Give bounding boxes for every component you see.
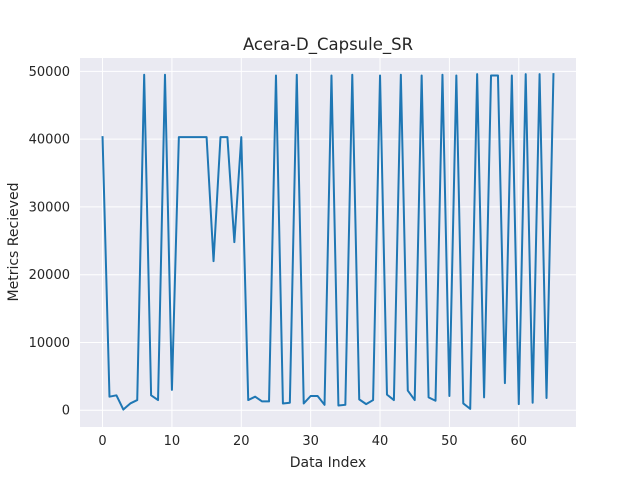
x-tick-label: 0 <box>98 434 106 449</box>
x-tick-label: 10 <box>164 434 181 449</box>
y-tick-labels: 0 10000 20000 30000 40000 50000 <box>29 65 70 419</box>
y-tick-label: 0 <box>62 404 70 419</box>
x-tick-label: 30 <box>302 434 319 449</box>
y-tick-label: 30000 <box>29 200 70 215</box>
series-group <box>101 73 555 411</box>
series-line <box>101 73 555 411</box>
y-axis-label: Metrics Recieved <box>6 183 22 302</box>
x-tick-label: 60 <box>510 434 527 449</box>
y-tick-label: 50000 <box>29 65 70 80</box>
x-tick-labels: 0 10 20 30 40 50 60 <box>98 434 527 449</box>
x-tick-label: 40 <box>372 434 389 449</box>
y-tick-label: 10000 <box>29 336 70 351</box>
chart-title: Acera-D_Capsule_SR <box>243 35 413 55</box>
y-tick-label: 40000 <box>29 133 70 148</box>
x-tick-label: 50 <box>441 434 458 449</box>
x-tick-label: 20 <box>233 434 250 449</box>
x-axis-label: Data Index <box>290 455 366 471</box>
y-tick-label: 20000 <box>29 268 70 283</box>
